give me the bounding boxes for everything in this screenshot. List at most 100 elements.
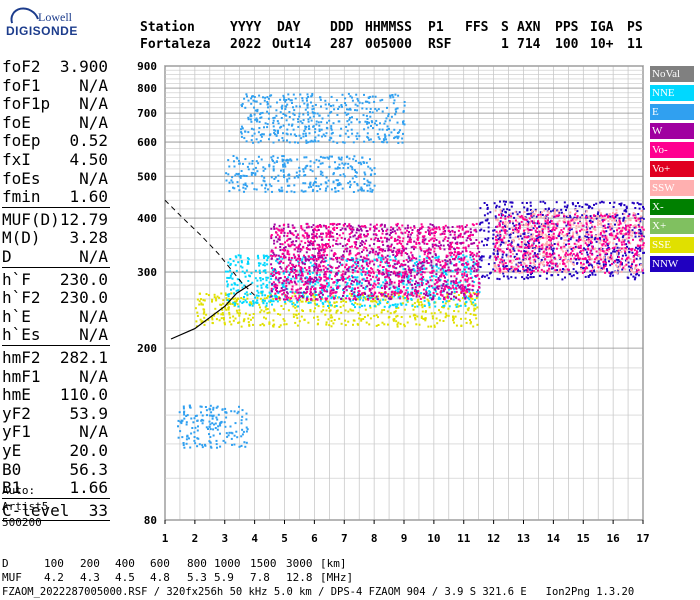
echo-point bbox=[475, 255, 478, 258]
echo-point bbox=[595, 256, 598, 259]
echo-point bbox=[237, 297, 240, 300]
echo-point bbox=[586, 235, 589, 238]
echo-point bbox=[451, 230, 454, 233]
echo-point bbox=[369, 304, 371, 307]
echo-point bbox=[330, 314, 333, 317]
echo-point bbox=[276, 240, 279, 243]
echo-point bbox=[321, 254, 324, 257]
echo-point bbox=[486, 212, 489, 215]
echo-point bbox=[563, 217, 566, 220]
echo-point bbox=[390, 243, 393, 246]
echo-point bbox=[325, 321, 328, 324]
echo-point bbox=[340, 276, 343, 279]
echo-point bbox=[297, 254, 300, 257]
echo-point bbox=[464, 226, 467, 228]
echo-point bbox=[499, 248, 502, 251]
echo-point bbox=[352, 299, 355, 302]
echo-point bbox=[556, 224, 559, 227]
echo-point bbox=[270, 299, 272, 302]
echo-point bbox=[503, 261, 506, 264]
echo-point bbox=[250, 303, 253, 306]
echo-point bbox=[567, 223, 570, 226]
echo-point bbox=[354, 245, 357, 248]
echo-point bbox=[602, 257, 605, 260]
echo-point bbox=[285, 279, 288, 282]
echo-point bbox=[386, 310, 389, 313]
echo-point bbox=[259, 262, 262, 265]
echo-point bbox=[639, 257, 642, 260]
echo-point bbox=[261, 294, 264, 297]
echo-point bbox=[368, 271, 371, 274]
echo-point bbox=[295, 277, 298, 280]
param-value: 33 bbox=[88, 500, 108, 520]
echo-point bbox=[364, 293, 367, 295]
echo-point bbox=[199, 318, 202, 321]
echo-point bbox=[430, 261, 433, 264]
echo-point bbox=[456, 246, 459, 249]
echo-point bbox=[373, 286, 376, 289]
echo-point bbox=[330, 292, 333, 295]
echo-point bbox=[457, 267, 460, 270]
echo-point bbox=[305, 286, 308, 289]
echo-point bbox=[352, 259, 355, 262]
param-value: N/A bbox=[79, 168, 108, 188]
echo-point bbox=[508, 234, 511, 237]
echo-point bbox=[471, 280, 474, 283]
echo-point bbox=[509, 251, 512, 254]
echo-point bbox=[228, 302, 231, 305]
echo-point bbox=[294, 306, 297, 309]
echo-point bbox=[443, 285, 446, 288]
echo-point bbox=[321, 243, 324, 246]
echo-point bbox=[462, 241, 465, 244]
echo-point bbox=[438, 240, 441, 243]
echo-point bbox=[386, 275, 389, 278]
echo-point bbox=[356, 286, 359, 289]
echo-point bbox=[636, 201, 639, 204]
echo-point bbox=[218, 423, 221, 426]
echo-point bbox=[389, 280, 392, 283]
echo-point bbox=[369, 227, 372, 230]
echo-point bbox=[613, 201, 616, 204]
echo-point bbox=[507, 277, 510, 280]
echo-point bbox=[437, 297, 440, 300]
echo-point bbox=[504, 203, 506, 206]
echo-point bbox=[201, 320, 204, 323]
echo-point bbox=[498, 236, 501, 239]
echo-point bbox=[518, 223, 521, 226]
echo-point bbox=[470, 231, 472, 234]
echo-point bbox=[457, 251, 460, 254]
echo-point bbox=[286, 253, 289, 255]
echo-point bbox=[545, 237, 548, 240]
echo-point bbox=[384, 282, 387, 285]
echo-point bbox=[328, 270, 331, 273]
echo-point bbox=[310, 281, 313, 284]
echo-point bbox=[259, 277, 262, 280]
header-value: 2022 bbox=[230, 37, 262, 52]
echo-point bbox=[468, 292, 471, 295]
echo-point bbox=[433, 247, 436, 250]
echo-point bbox=[426, 298, 429, 301]
echo-point bbox=[611, 259, 614, 262]
echo-point bbox=[342, 299, 345, 302]
echo-point bbox=[531, 272, 533, 274]
echo-point bbox=[201, 446, 204, 449]
echo-point bbox=[476, 323, 479, 326]
echo-point bbox=[513, 216, 516, 219]
echo-point bbox=[448, 245, 451, 248]
echo-point bbox=[557, 254, 560, 257]
echo-point bbox=[404, 252, 407, 254]
echo-point bbox=[422, 264, 425, 267]
echo-point bbox=[219, 424, 222, 427]
echo-point bbox=[283, 291, 285, 294]
echo-point bbox=[460, 317, 462, 320]
echo-point bbox=[478, 255, 480, 258]
echo-point bbox=[535, 255, 538, 258]
echo-point bbox=[224, 307, 227, 310]
echo-point bbox=[307, 244, 309, 247]
echo-point bbox=[449, 262, 452, 265]
echo-point bbox=[622, 240, 625, 243]
echo-point bbox=[334, 305, 337, 308]
echo-point bbox=[575, 230, 578, 233]
echo-point bbox=[315, 264, 318, 267]
echo-point bbox=[450, 275, 453, 278]
